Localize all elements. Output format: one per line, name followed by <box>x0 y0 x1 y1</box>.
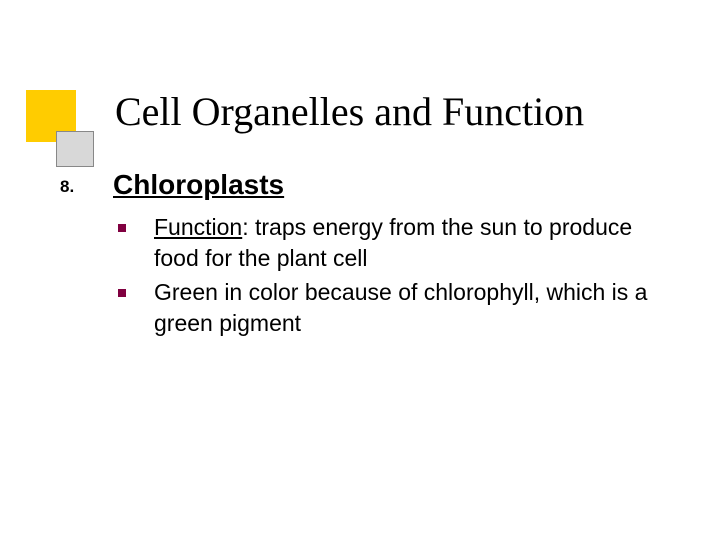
bullet-item: Function: traps energy from the sun to p… <box>118 212 678 274</box>
square-bullet-icon <box>118 224 126 232</box>
list-number: 8. <box>60 177 74 197</box>
slide-title: Cell Organelles and Function <box>115 88 584 135</box>
slide: Cell Organelles and Function 8. Chloropl… <box>0 0 720 540</box>
bullet-underlined: Function <box>154 214 242 240</box>
decor-square-gray <box>56 131 94 167</box>
bullet-item: Green in color because of chlorophyll, w… <box>118 277 678 339</box>
bullet-text: Function: traps energy from the sun to p… <box>154 212 678 274</box>
bullet-text: Green in color because of chlorophyll, w… <box>154 277 678 339</box>
bullet-rest: Green in color because of chlorophyll, w… <box>154 279 647 336</box>
subheading: Chloroplasts <box>113 169 284 201</box>
square-bullet-icon <box>118 289 126 297</box>
